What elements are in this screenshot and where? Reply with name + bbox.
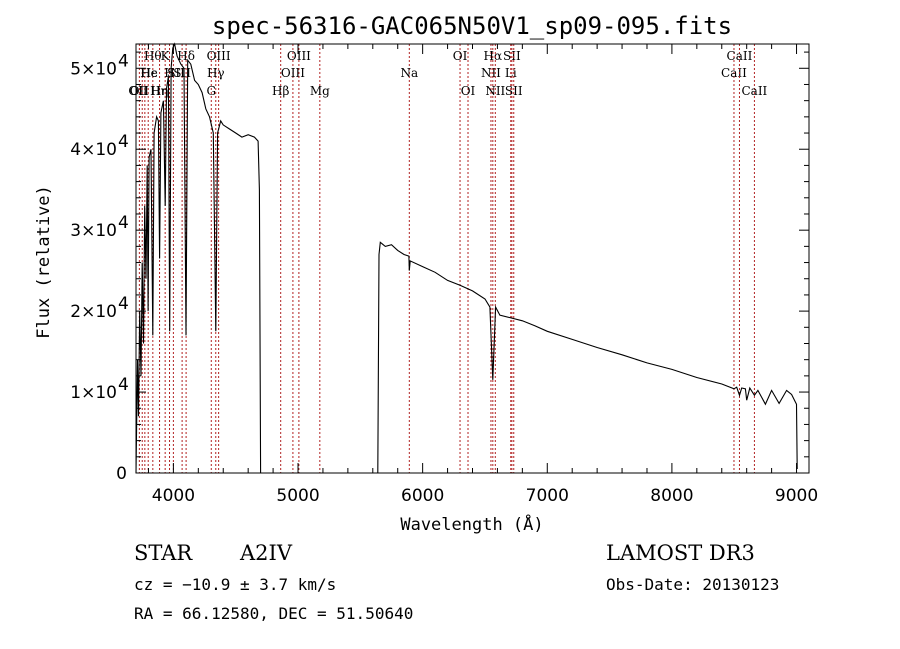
x-tick-label-2: 6000 <box>401 486 444 506</box>
spectral-line-label-blue-3: He <box>140 66 158 80</box>
spectrum-line-segment-0 <box>135 42 262 474</box>
y-tick-label-4: 4×10 <box>70 140 117 160</box>
spectrum-line-segment-1 <box>377 241 798 474</box>
spectral-line-label-11: G <box>206 84 216 98</box>
spectral-line-label-12: Hγ <box>207 66 225 80</box>
y-tick-label-5: 5×10 <box>70 59 117 79</box>
spectral-line-label-0: OII <box>130 84 150 98</box>
y-tick-exponent-5: 4 <box>118 51 129 71</box>
y-tick-exponent-3: 4 <box>118 213 129 233</box>
y-tick-label-1: 1×10 <box>70 383 117 403</box>
spectral-line-label-23: NII <box>485 84 505 98</box>
y-tick-label-3: 3×10 <box>70 221 117 241</box>
spectral-line-label-29: CaII <box>741 84 767 98</box>
y-tick-label-0: 0 <box>116 464 127 484</box>
x-tick-label-5: 9000 <box>775 486 818 506</box>
spectral-line-label-22: Hα <box>484 49 503 63</box>
spectral-line-label-24: Li <box>505 66 517 80</box>
spectral-line-label-17: Mg <box>310 84 330 98</box>
spectral-line-label-9: SII <box>173 66 191 80</box>
y-tick-exponent-4: 4 <box>118 132 129 152</box>
spectral-line-label-20: OI <box>461 84 476 98</box>
x-tick-label-4: 8000 <box>650 486 693 506</box>
y-tick-label-2: 2×10 <box>70 302 117 322</box>
x-tick-label-3: 7000 <box>526 486 569 506</box>
y-tick-exponent-1: 4 <box>118 375 129 395</box>
spectral-line-label-14: Hβ <box>272 84 289 98</box>
spectral-line-label-blue-0: OII <box>128 84 148 98</box>
x-axis-label: Wavelength (Å) <box>400 513 543 535</box>
axes-frame <box>135 43 810 474</box>
object-subclass: A2IV <box>239 541 293 565</box>
spectral-line-label-25: SII <box>503 49 521 63</box>
chart-title: spec-56316-GAC065N50V1_sp09-095.fits <box>212 12 732 40</box>
object-class: STAR <box>134 541 193 565</box>
y-axis-label: Flux (relative) <box>34 185 54 339</box>
spectral-line-label-4: Hθ <box>144 49 162 63</box>
x-tick-label-1: 5000 <box>276 486 319 506</box>
spectral-line-label-16: OIII <box>287 49 311 63</box>
plot-area: OIIHθHηKHSIIHδGHγOIIIHβOIIIOIIIMgNaOIOIN… <box>70 42 818 506</box>
spectral-line-label-blue-4: SII <box>167 66 185 80</box>
spectral-line-label-blue-1: Hε <box>141 66 158 80</box>
spectral-line-label-27: CaII <box>721 66 747 80</box>
spectral-line-label-19: OI <box>453 49 468 63</box>
spectral-line-label-7: H <box>164 66 174 80</box>
redshift-velocity: cz = −10.9 ± 3.7 km/s <box>134 575 336 594</box>
spectral-line-label-26: SII <box>505 84 523 98</box>
spectral-line-label-18: Na <box>400 66 418 80</box>
spectral-line-label-28: CaII <box>727 49 753 63</box>
sky-coordinates: RA = 66.12580, DEC = 51.50640 <box>134 604 413 623</box>
spectral-line-label-blue-2: Hη <box>150 84 168 98</box>
survey-name: LAMOST DR3 <box>606 541 755 565</box>
spectral-line-label-21: NII <box>481 66 501 80</box>
spectral-line-label-6: K <box>161 49 171 63</box>
x-tick-label-0: 4000 <box>152 486 195 506</box>
spectral-line-label-5: Hη <box>151 84 169 98</box>
observation-date: Obs-Date: 20130123 <box>606 575 779 594</box>
spectral-line-label-10: Hδ <box>177 49 195 63</box>
spectral-line-label-15: OIII <box>281 66 305 80</box>
spectral-line-label-13: OIII <box>207 49 231 63</box>
y-tick-exponent-2: 4 <box>118 294 129 314</box>
